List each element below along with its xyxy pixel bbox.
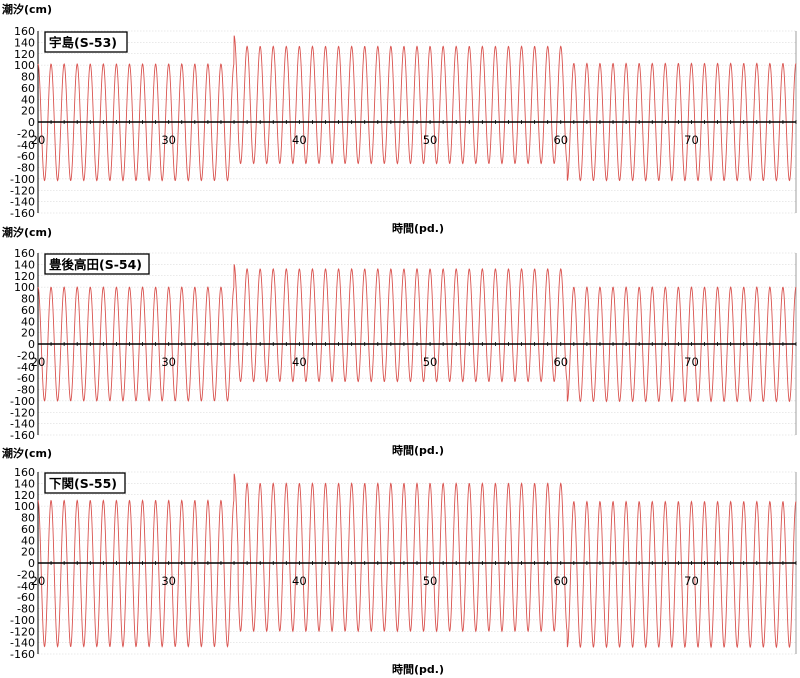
x-tick-label: 60 bbox=[553, 355, 568, 369]
y-tick-label: -120 bbox=[10, 184, 35, 197]
x-tick-label: 30 bbox=[161, 355, 176, 369]
y-tick-label: -80 bbox=[17, 384, 35, 397]
plot-area: 160140120100806040200-20-40-60-80-100-12… bbox=[10, 247, 797, 442]
y-axis-label: 潮汐(cm) bbox=[2, 446, 52, 460]
x-tick-label: 40 bbox=[292, 574, 307, 588]
y-tick-label: -120 bbox=[10, 625, 35, 638]
y-tick-label: -20 bbox=[17, 568, 35, 581]
x-tick-label: 20 bbox=[31, 574, 46, 588]
y-tick-label: 60 bbox=[21, 304, 35, 317]
x-tick-label: 30 bbox=[161, 133, 176, 147]
y-tick-label: 20 bbox=[21, 327, 35, 340]
chart-panel: 潮汐(cm) 160140120100806040200-20-40-60-80… bbox=[2, 2, 797, 235]
y-tick-label: 40 bbox=[21, 315, 35, 328]
x-tick-label: 50 bbox=[423, 574, 438, 588]
y-tick-label: -140 bbox=[10, 418, 35, 431]
y-tick-label: 140 bbox=[14, 258, 35, 271]
y-tick-label: -160 bbox=[10, 648, 35, 661]
x-tick-label: 50 bbox=[423, 133, 438, 147]
y-tick-label: 80 bbox=[21, 512, 35, 525]
y-tick-label: 140 bbox=[14, 477, 35, 490]
y-tick-label: 60 bbox=[21, 82, 35, 95]
station-label-box: 下関(S-55) bbox=[44, 472, 126, 494]
y-tick-label: -20 bbox=[17, 127, 35, 140]
x-axis-label: 時間(pd.) bbox=[392, 221, 444, 235]
plot-area: 160140120100806040200-20-40-60-80-100-12… bbox=[10, 466, 797, 661]
station-label: 宇島(S-53) bbox=[49, 35, 117, 50]
y-axis-label: 潮汐(cm) bbox=[2, 225, 52, 239]
y-tick-label: -100 bbox=[10, 395, 35, 408]
y-tick-label: -80 bbox=[17, 162, 35, 175]
x-tick-label: 70 bbox=[684, 133, 699, 147]
x-tick-label: 70 bbox=[684, 574, 699, 588]
y-tick-label: 60 bbox=[21, 523, 35, 536]
y-tick-label: 160 bbox=[14, 247, 35, 260]
tide-series-line bbox=[37, 264, 797, 403]
tide-series-line bbox=[37, 473, 797, 649]
y-tick-label: 80 bbox=[21, 293, 35, 306]
y-tick-label: 140 bbox=[14, 36, 35, 49]
y-tick-label: 120 bbox=[14, 270, 35, 283]
tide-series-line bbox=[37, 35, 797, 182]
y-tick-label: -100 bbox=[10, 614, 35, 627]
y-tick-label: -60 bbox=[17, 591, 35, 604]
y-tick-label: -80 bbox=[17, 603, 35, 616]
y-tick-label: 0 bbox=[28, 116, 35, 129]
y-tick-label: 20 bbox=[21, 546, 35, 559]
x-tick-label: 40 bbox=[292, 355, 307, 369]
y-tick-label: -60 bbox=[17, 372, 35, 385]
x-axis-label: 時間(pd.) bbox=[392, 662, 444, 676]
y-tick-label: 0 bbox=[28, 557, 35, 570]
chart-panel: 潮汐(cm) 160140120100806040200-20-40-60-80… bbox=[2, 446, 797, 676]
x-tick-label: 20 bbox=[31, 133, 46, 147]
y-tick-label: 20 bbox=[21, 105, 35, 118]
y-tick-label: -160 bbox=[10, 207, 35, 220]
y-tick-label: -120 bbox=[10, 406, 35, 419]
y-tick-label: -20 bbox=[17, 349, 35, 362]
y-tick-label: 40 bbox=[21, 534, 35, 547]
y-axis-label: 潮汐(cm) bbox=[2, 2, 52, 16]
y-tick-label: -100 bbox=[10, 173, 35, 186]
x-tick-label: 30 bbox=[161, 574, 176, 588]
y-tick-label: 160 bbox=[14, 25, 35, 38]
x-tick-label: 70 bbox=[684, 355, 699, 369]
chart-panel: 潮汐(cm) 160140120100806040200-20-40-60-80… bbox=[2, 225, 797, 457]
y-tick-label: 120 bbox=[14, 48, 35, 61]
y-tick-label: -40 bbox=[17, 139, 35, 152]
y-tick-label: 100 bbox=[14, 59, 35, 72]
y-tick-label: -140 bbox=[10, 637, 35, 650]
y-tick-label: 100 bbox=[14, 500, 35, 513]
x-tick-label: 60 bbox=[553, 133, 568, 147]
x-tick-label: 50 bbox=[423, 355, 438, 369]
station-label-box: 宇島(S-53) bbox=[44, 31, 128, 53]
y-tick-label: -160 bbox=[10, 429, 35, 442]
y-tick-label: 100 bbox=[14, 281, 35, 294]
y-tick-label: 160 bbox=[14, 466, 35, 479]
x-tick-label: 20 bbox=[31, 355, 46, 369]
y-tick-label: -40 bbox=[17, 361, 35, 374]
x-axis-label: 時間(pd.) bbox=[392, 443, 444, 457]
y-tick-label: -140 bbox=[10, 196, 35, 209]
y-tick-label: -60 bbox=[17, 150, 35, 163]
x-tick-label: 40 bbox=[292, 133, 307, 147]
station-label: 下関(S-55) bbox=[49, 476, 117, 491]
y-tick-label: 40 bbox=[21, 93, 35, 106]
station-label-box: 豊後高田(S-54) bbox=[44, 253, 150, 275]
y-tick-label: 120 bbox=[14, 489, 35, 502]
x-tick-label: 60 bbox=[553, 574, 568, 588]
y-tick-label: 0 bbox=[28, 338, 35, 351]
plot-area: 160140120100806040200-20-40-60-80-100-12… bbox=[10, 25, 797, 220]
y-tick-label: -40 bbox=[17, 580, 35, 593]
y-tick-label: 80 bbox=[21, 71, 35, 84]
station-label: 豊後高田(S-54) bbox=[49, 257, 142, 272]
